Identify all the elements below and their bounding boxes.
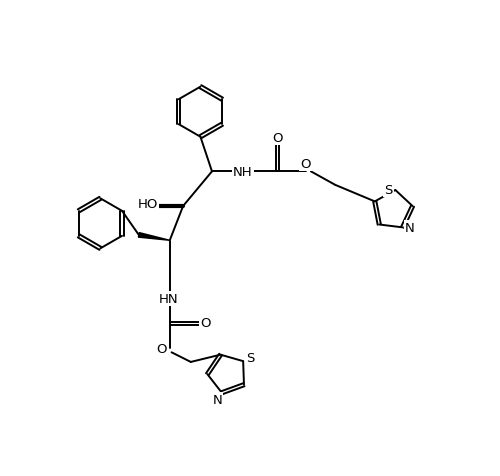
Text: O: O: [200, 317, 210, 329]
Text: N: N: [212, 393, 222, 407]
Text: S: S: [384, 184, 392, 197]
Text: O: O: [300, 158, 311, 171]
Text: O: O: [272, 132, 282, 145]
Text: HO: HO: [138, 198, 158, 210]
Text: O: O: [156, 342, 167, 355]
Polygon shape: [138, 233, 170, 241]
Text: HN: HN: [159, 292, 178, 305]
Text: S: S: [246, 351, 254, 364]
Text: NH: NH: [233, 166, 252, 178]
Text: N: N: [404, 221, 414, 234]
